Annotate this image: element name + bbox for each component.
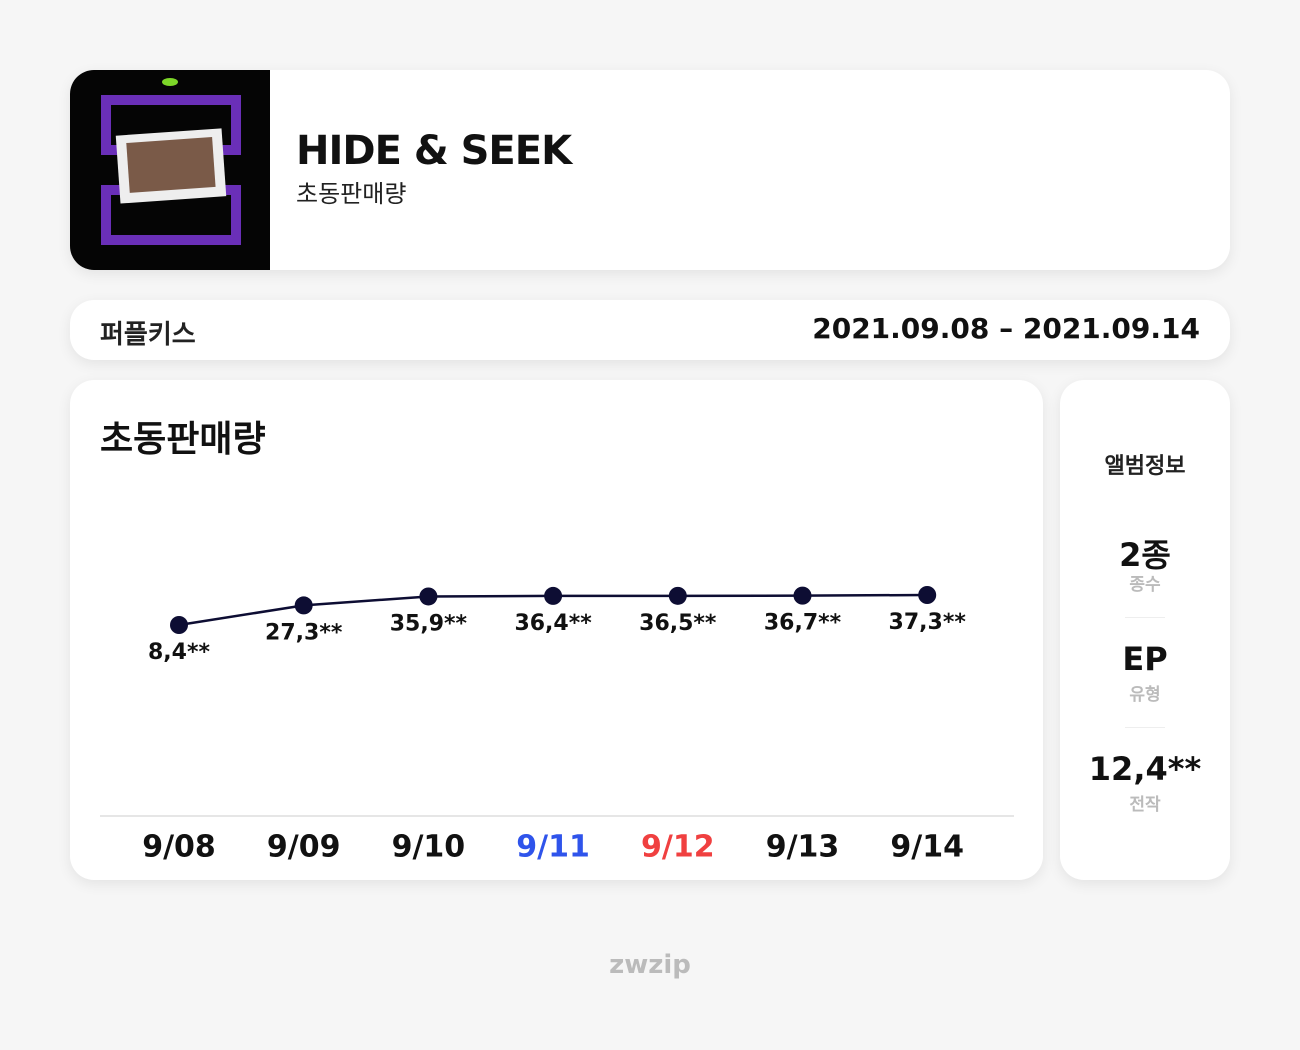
info-label: 유형	[1129, 685, 1161, 705]
album-title: HIDE & SEEK	[296, 128, 572, 174]
value-label: 8,4**	[148, 640, 210, 665]
data-point	[918, 586, 937, 604]
x-tick-label: 9/11	[516, 830, 590, 865]
divider	[1125, 727, 1165, 728]
x-tick-label: 9/14	[890, 830, 964, 865]
x-tick-label: 9/12	[641, 830, 715, 865]
value-label: 37,3**	[889, 610, 967, 635]
footer-logo: zwzip	[609, 950, 691, 980]
x-tick-label: 9/09	[267, 830, 341, 865]
chart: 8,4** 27,3** 35,9** 36,4** 36,5** 36,7** 37,3*…	[100, 586, 1014, 865]
x-tick-label: 9/08	[142, 830, 216, 865]
x-tick-label: 9/10	[392, 830, 466, 865]
info-value: EP	[1122, 640, 1168, 678]
info-value: 12,4**	[1088, 750, 1202, 788]
value-label: 36,4**	[514, 611, 592, 636]
data-point	[419, 587, 438, 606]
album-subtitle: 초동판매량	[296, 180, 407, 208]
album-cover	[70, 70, 270, 270]
chart-card: 초동판매량 8,4** 27,3** 35,9** 36,4** 36,5** 36,7*…	[70, 380, 1043, 880]
divider	[1125, 617, 1165, 618]
data-point	[793, 586, 812, 605]
data-point	[170, 616, 188, 634]
artist: 퍼플키스	[100, 320, 196, 350]
info-value: 2종	[1119, 536, 1171, 574]
value-label: 36,5**	[639, 611, 717, 636]
period: 2021.09.08 – 2021.09.14	[812, 312, 1200, 345]
value-label: 35,9**	[390, 611, 468, 636]
info-label: 종수	[1129, 575, 1161, 595]
chart-title: 초동판매량	[100, 419, 266, 460]
data-point	[294, 596, 313, 615]
info-label: 전작	[1129, 795, 1161, 815]
value-label: 27,3**	[265, 620, 343, 645]
album-info-card: 앨범정보 2종 종수 EP 유형 12,4** 전작	[1060, 380, 1230, 880]
album-info-title: 앨범정보	[1104, 454, 1186, 479]
x-tick-label: 9/13	[766, 830, 840, 865]
value-label: 36,7**	[764, 611, 842, 636]
header-card: HIDE & SEEK 초동판매량	[70, 70, 1230, 270]
data-point	[544, 586, 563, 605]
info-bar: 퍼플키스 2021.09.08 – 2021.09.14	[70, 300, 1230, 360]
data-point	[668, 586, 687, 605]
